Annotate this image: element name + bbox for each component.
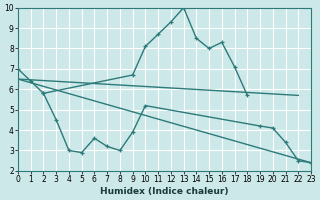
X-axis label: Humidex (Indice chaleur): Humidex (Indice chaleur) <box>100 187 229 196</box>
